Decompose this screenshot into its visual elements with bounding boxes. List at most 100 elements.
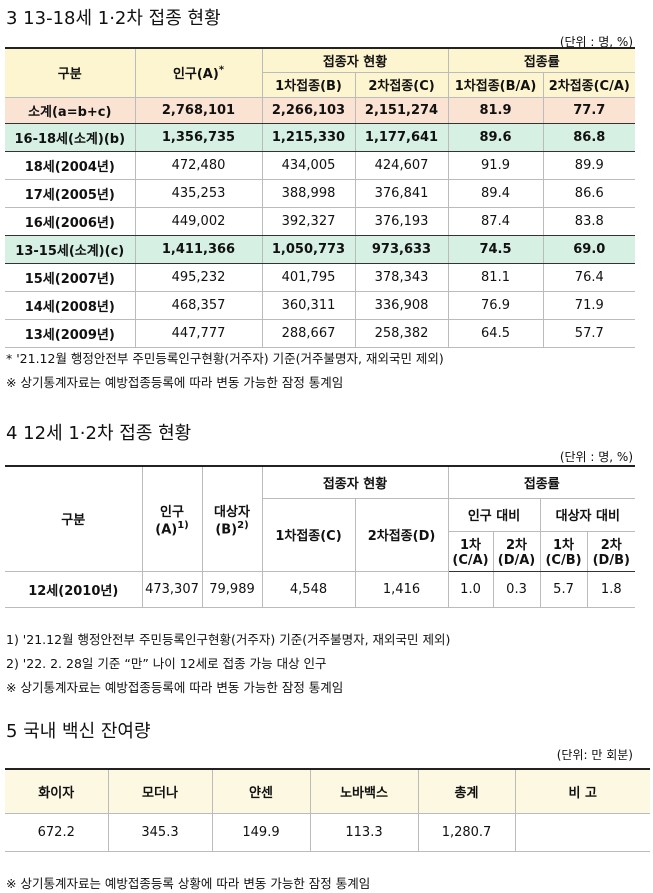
cell: 1,177,641 [354, 122, 449, 152]
header-text: (C/B) [545, 553, 582, 568]
header-text: (D/A) [497, 553, 536, 568]
cell: 376,841 [354, 178, 449, 208]
table: 구분 인구(A)* 접종자 현황 접종률 1차접종(B) 2차접종(C) 1차접… [5, 47, 636, 348]
row-label: 17세(2005년) [5, 178, 136, 208]
header-cell: 모더나 [107, 768, 213, 814]
cell: 89.9 [542, 150, 636, 180]
note: * '21.12월 행정안전부 주민등록인구현황(거주자) 기준(거주불명자, … [6, 351, 444, 366]
cell: 74.5 [447, 234, 544, 264]
table-row: 13세(2009년) 447,777 288,667 258,382 64.5 57.7 [5, 318, 636, 348]
cell: 1,050,773 [261, 234, 356, 264]
row-label: 14세(2008년) [5, 290, 136, 320]
cell: 434,005 [261, 150, 356, 180]
cell: 1.0 [447, 570, 494, 608]
table-row: 18세(2004년) 472,480 434,005 424,607 91.9 89.9 [5, 150, 636, 180]
cell: 91.9 [447, 150, 544, 180]
cell: 1,416 [354, 570, 449, 608]
unit: (단위 : 명, %) [559, 35, 633, 49]
row-label: 13세(2009년) [5, 318, 136, 348]
table: 화이자 모더나 얀센 노바백스 총계 비 고 672.2 345.3 149.9 113.3 1,… [5, 768, 650, 852]
header-cell: 2차 (D/A) [492, 530, 541, 572]
cell: 4,548 [261, 570, 356, 608]
footnote-mark: 2) [237, 519, 249, 531]
section-title: 3 13-18세 1·2차 접종 현황 [6, 8, 221, 29]
cell: 87.4 [447, 206, 544, 236]
table-row: 12세(2010년) 473,307 79,989 4,548 1,416 1.0 0.3 5… [5, 570, 636, 608]
cell: 1,215,330 [261, 122, 356, 152]
cell [514, 812, 650, 852]
cell: 388,998 [261, 178, 356, 208]
cell: 672.2 [5, 812, 109, 852]
cell: 1,356,735 [134, 122, 263, 152]
cell: 378,343 [354, 262, 449, 292]
header-cell: 1차 (C/A) [448, 530, 494, 572]
table-row: 소계(a=b+c) 2,768,101 2,266,103 2,151,274 81.9… [5, 96, 636, 124]
header-cell: 1차접종(C) [262, 497, 356, 572]
header-cell: 대상자 (B)2) [201, 465, 263, 572]
cell: 468,357 [134, 290, 263, 320]
cell: 376,193 [354, 206, 449, 236]
header-cell: 인구 대비 [447, 497, 541, 532]
header-text: 1차 [553, 538, 575, 553]
cell: 401,795 [261, 262, 356, 292]
table-row: 13-15세(소계)(c) 1,411,366 1,050,773 973,633 74… [5, 234, 636, 264]
cell: 2,266,103 [261, 96, 356, 124]
cell: 2,768,101 [134, 96, 263, 124]
cell: 71.9 [542, 290, 636, 320]
header-cell: 1차접종(B) [262, 71, 356, 98]
cell: 149.9 [211, 812, 311, 852]
cell: 83.8 [542, 206, 636, 236]
unit: (단위: 만 회분) [556, 748, 633, 762]
cell: 86.8 [542, 122, 636, 152]
cell: 1,280.7 [417, 812, 516, 852]
table-row: 17세(2005년) 435,253 388,998 376,841 89.4 86.6 [5, 178, 636, 208]
table-row: 16세(2006년) 449,002 392,327 376,193 87.4 83.8 [5, 206, 636, 236]
row-label: 18세(2004년) [5, 150, 136, 180]
header-cell: 총계 [417, 768, 516, 814]
note: 1) '21.12월 행정안전부 주민등록인구현황(거주자) 기준(거주불명자,… [6, 632, 451, 647]
header-text: (D/B) [592, 553, 630, 568]
header-text: 1차 [460, 538, 482, 553]
cell: 81.9 [447, 96, 544, 124]
header-cell: 얀센 [211, 768, 311, 814]
cell: 288,667 [261, 318, 356, 348]
cell: 435,253 [134, 178, 263, 208]
cell: 76.4 [542, 262, 636, 292]
header-text: 대상자 [214, 504, 250, 520]
cell: 392,327 [261, 206, 356, 236]
table-row: 14세(2008년) 468,357 360,311 336,908 76.9 71.9 [5, 290, 636, 320]
footnote-mark: 1) [177, 519, 189, 531]
header-text: (B) [215, 521, 238, 537]
cell: 2,151,274 [354, 96, 449, 124]
cell: 336,908 [354, 290, 449, 320]
cell: 64.5 [447, 318, 544, 348]
row-label: 16-18세(소계)(b) [5, 122, 136, 152]
cell: 86.6 [542, 178, 636, 208]
cell: 89.4 [447, 178, 544, 208]
cell: 495,232 [134, 262, 263, 292]
cell: 77.7 [542, 96, 636, 124]
cell: 69.0 [542, 234, 636, 264]
cell: 973,633 [354, 234, 449, 264]
header-text: (A) [155, 521, 178, 537]
header-cell: 비 고 [514, 768, 650, 814]
header-cell: 접종자 현황 [261, 465, 449, 499]
cell: 89.6 [447, 122, 544, 152]
header-text: 2차 [506, 538, 528, 553]
header-cell: 2차 (D/B) [586, 530, 636, 572]
cell: 473,307 [141, 570, 203, 608]
header-cell: 화이자 [5, 768, 109, 814]
header-cell: 인구 (A)1) [141, 465, 203, 572]
header-text: (C/A) [452, 553, 489, 568]
cell: 79,989 [201, 570, 263, 608]
cell: 76.9 [447, 290, 544, 320]
cell: 449,002 [134, 206, 263, 236]
row-label: 소계(a=b+c) [5, 96, 136, 124]
cell: 258,382 [354, 318, 449, 348]
footnote-mark: * [218, 64, 225, 76]
cell: 424,607 [354, 150, 449, 180]
header-cell: 접종률 [447, 47, 636, 73]
cell: 1,411,366 [134, 234, 263, 264]
row-label: 15세(2007년) [5, 262, 136, 292]
